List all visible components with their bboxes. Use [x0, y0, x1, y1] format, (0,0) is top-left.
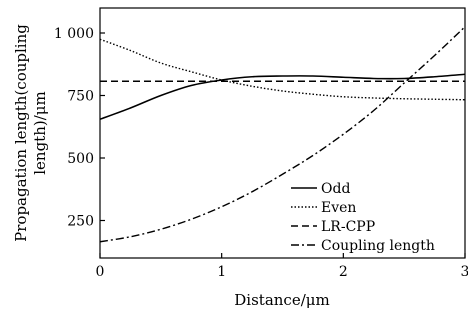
- y-tick-label: 500: [67, 151, 94, 167]
- y-axis-title-line-1: Propagation length(coupling: [12, 24, 30, 242]
- y-axis-ticks: 250 500 750 1 000: [54, 26, 105, 230]
- x-tick-label: 3: [461, 264, 468, 280]
- plot-frame: [99, 7, 466, 259]
- y-axis-title: Propagation length(coupling length)/μm: [12, 24, 49, 242]
- series-line-odd: [100, 73, 465, 121]
- series-line-coupling-length: [100, 26, 465, 243]
- series-line-even: [100, 38, 465, 101]
- y-tick-label: 1 000: [54, 26, 94, 42]
- x-tick-label: 2: [339, 264, 348, 280]
- series-layer: [100, 26, 465, 243]
- legend-label: LR-CPP: [321, 219, 375, 235]
- x-tick-label: 1: [217, 264, 226, 280]
- x-tick-label: 0: [96, 264, 105, 280]
- x-axis-title: Distance/μm: [234, 291, 329, 309]
- y-tick-label: 250: [67, 214, 94, 230]
- legend-label: Coupling length: [321, 238, 435, 254]
- x-axis-ticks: 0 1 2 3: [96, 253, 468, 280]
- y-axis-title-line-2: length)/μm: [31, 91, 49, 175]
- legend-label: Even: [321, 200, 356, 216]
- legend-label: Odd: [321, 181, 350, 197]
- y-tick-label: 750: [67, 89, 94, 105]
- legend: Odd Even LR-CPP Coupling length: [291, 181, 435, 254]
